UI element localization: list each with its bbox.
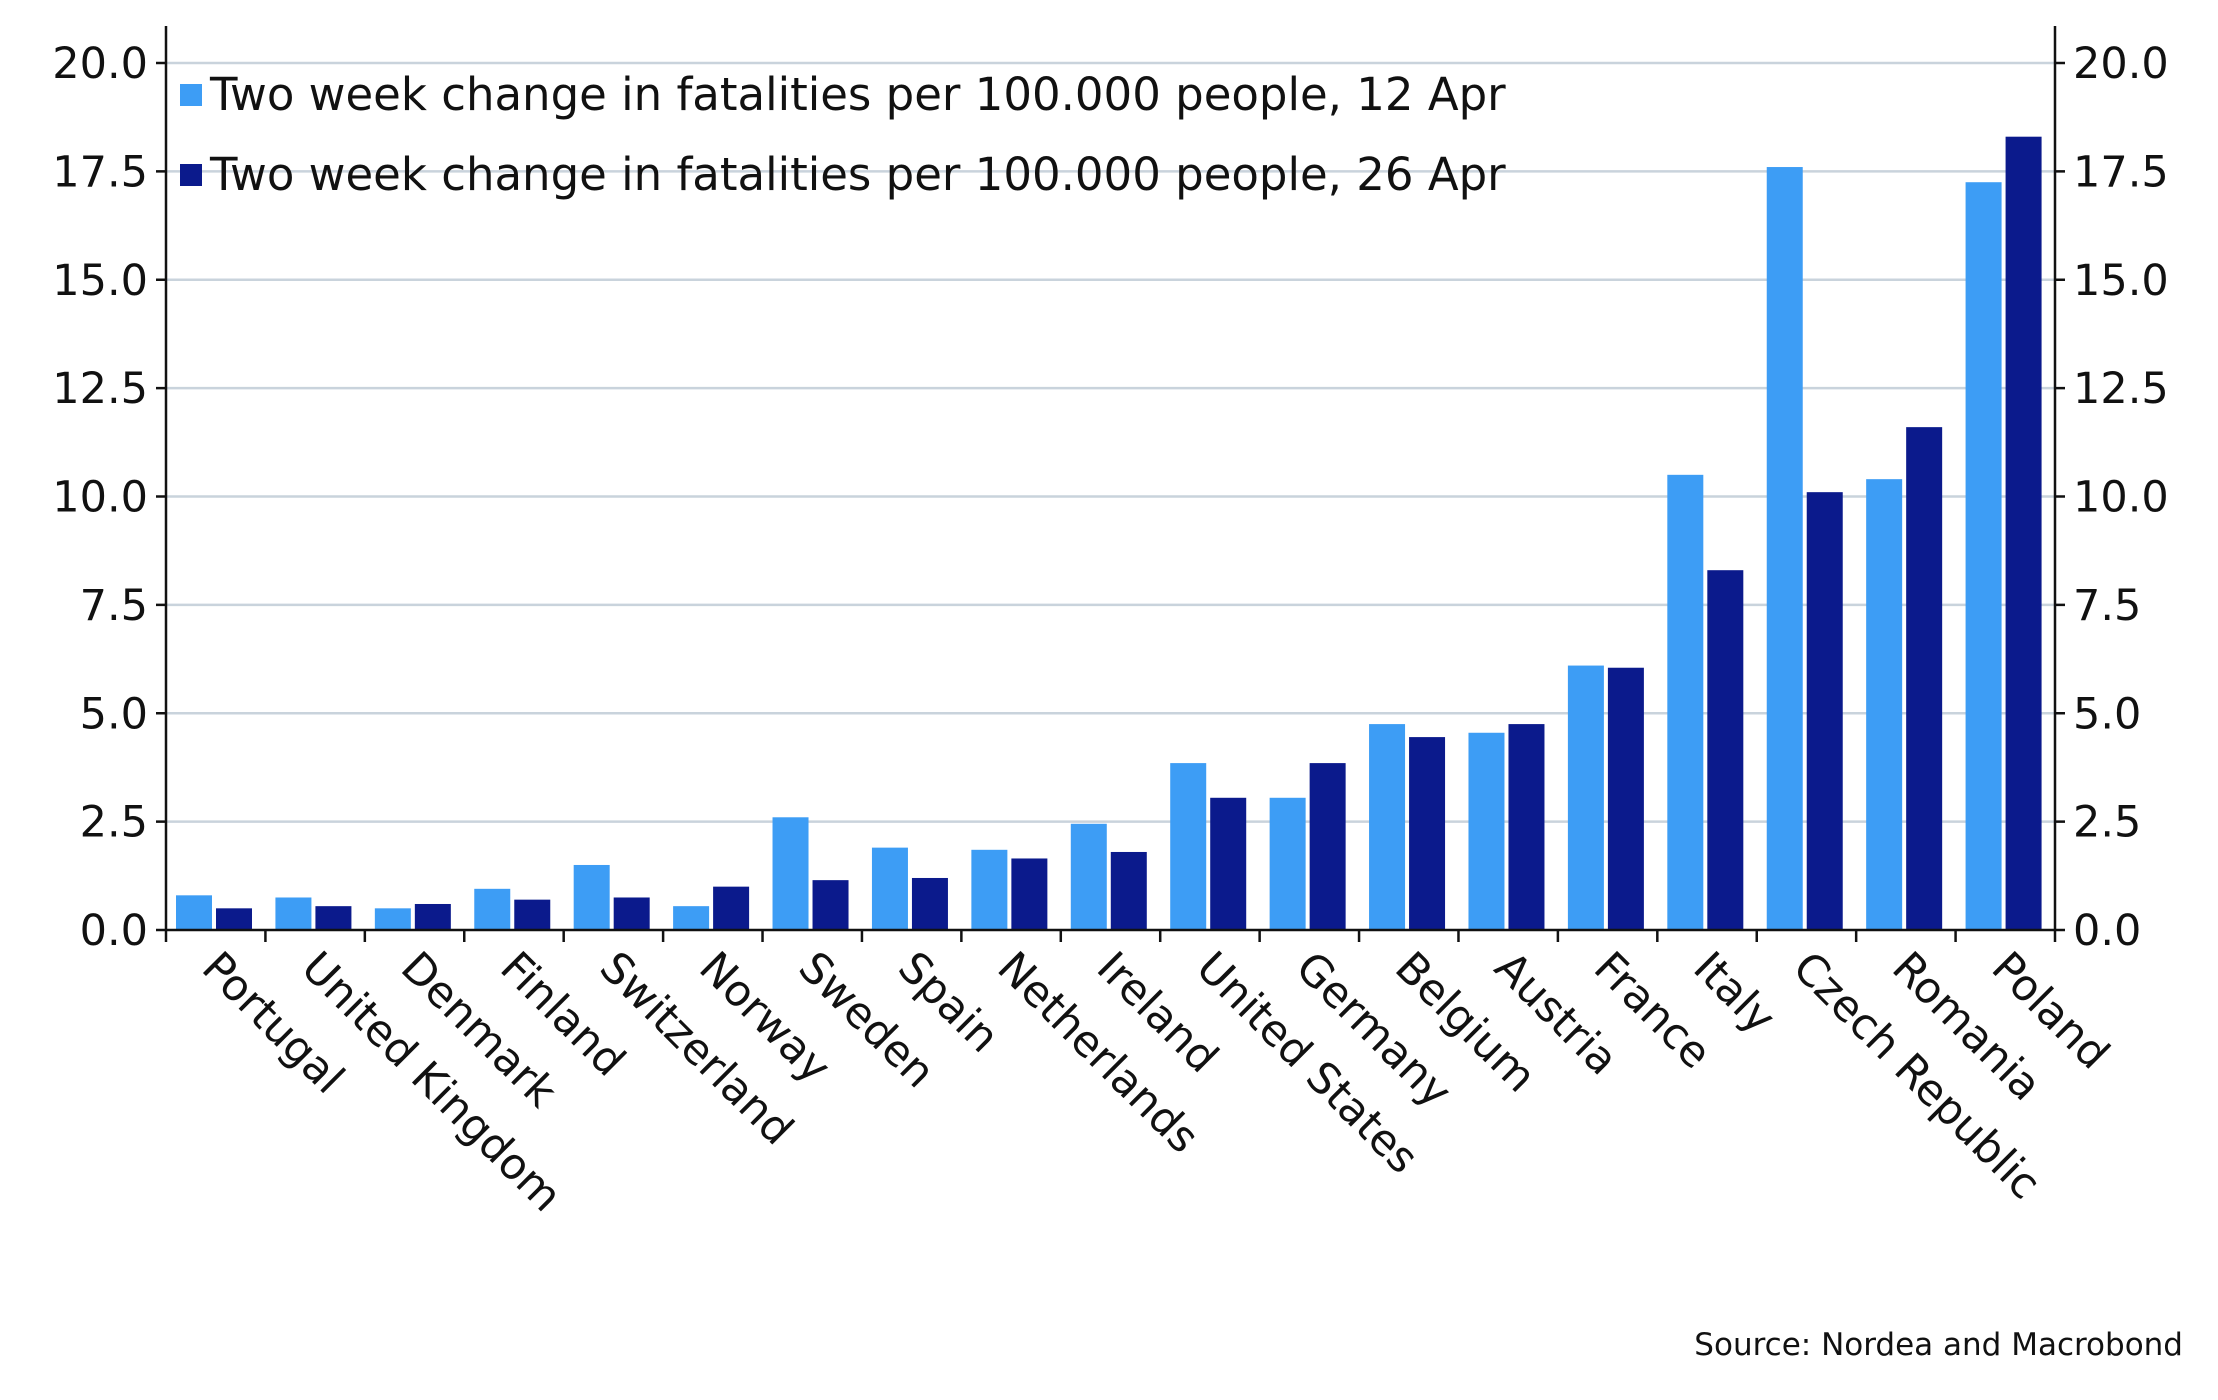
y-tick-label-left: 2.5 [80,798,148,848]
bar-12-apr-belgium [1369,724,1406,930]
legend-label: Two week change in fatalities per 100.00… [209,68,1506,121]
bar-12-apr-germany [1269,797,1306,930]
y-axis-right-ticks: 0.0 2.5 5.0 7.5 10.0 12.5 15.0 17.5 20.0 [2055,39,2169,956]
y-tick-label-right: 0.0 [2073,906,2141,956]
y-tick-label-right: 2.5 [2073,798,2141,848]
legend-swatch [180,164,202,186]
y-tick-label-right: 10.0 [2073,473,2169,523]
bar-12-apr-czech-republic [1766,167,1803,931]
y-tick-label-right: 20.0 [2073,39,2169,89]
y-tick-label-left: 0.0 [80,906,148,956]
bar-12-apr-france [1567,665,1604,930]
y-tick-label-right: 7.5 [2073,581,2141,631]
bar-26-apr-poland [2005,136,2042,930]
bar-12-apr-united-states [1170,763,1207,930]
y-axis-left-ticks: 0.0 2.5 5.0 7.5 10.0 12.5 15.0 17.5 20.0 [52,39,166,956]
legend-label: Two week change in fatalities per 100.00… [209,148,1506,201]
bar-26-apr-italy [1707,570,1744,930]
bar-26-apr-france [1607,667,1644,930]
bar-26-apr-austria [1508,724,1545,930]
y-tick-label-left: 15.0 [52,256,148,306]
bar-12-apr-italy [1667,474,1704,930]
y-tick-label-right: 17.5 [2073,147,2169,197]
bar-26-apr-norway [713,886,750,930]
y-tick-label-right: 15.0 [2073,256,2169,306]
bar-26-apr-portugal [216,908,252,930]
bar-12-apr-portugal [176,895,212,930]
bar-26-apr-czech-republic [1806,492,1843,930]
y-tick-label-left: 12.5 [52,364,148,414]
bar-12-apr-finland [474,888,511,930]
bar-12-apr-netherlands [971,849,1008,930]
bar-26-apr-germany [1309,763,1346,930]
y-tick-label-right: 12.5 [2073,364,2169,414]
y-tick-label-left: 10.0 [52,473,148,523]
bar-12-apr-sweden [772,817,809,930]
bar-26-apr-romania [1906,427,1943,930]
bar-26-apr-spain [911,877,948,930]
bars [176,136,2042,931]
bar-12-apr-poland [1965,182,2002,930]
bar-12-apr-austria [1468,732,1505,930]
bar-26-apr-ireland [1110,851,1147,930]
bar-26-apr-united-kingdom [315,906,352,930]
bar-26-apr-sweden [812,880,849,930]
y-tick-label-left: 20.0 [52,39,148,89]
axes [164,26,2057,932]
bar-26-apr-belgium [1409,737,1446,930]
bar-26-apr-finland [514,899,551,930]
legend-swatch [180,84,202,106]
y-tick-label-left: 17.5 [52,147,148,197]
bar-12-apr-denmark [374,908,411,930]
legend: Two week change in fatalities per 100.00… [180,68,1506,201]
y-tick-label-left: 5.0 [80,689,148,739]
y-tick-label-left: 7.5 [80,581,148,631]
y-tick-label-right: 5.0 [2073,689,2141,739]
bar-12-apr-ireland [1070,823,1107,930]
bar-26-apr-denmark [414,903,451,930]
bar-12-apr-switzerland [573,864,610,930]
bar-12-apr-united-kingdom [275,897,312,930]
bar-12-apr-norway [673,906,710,930]
bar-12-apr-spain [871,847,908,930]
gridlines [166,61,2055,823]
bar-26-apr-united-states [1210,797,1247,930]
bar-26-apr-switzerland [613,897,650,930]
bar-26-apr-netherlands [1011,858,1048,930]
bar-12-apr-romania [1866,479,1903,930]
source-note: Source: Nordea and Macrobond [1694,1327,2183,1363]
